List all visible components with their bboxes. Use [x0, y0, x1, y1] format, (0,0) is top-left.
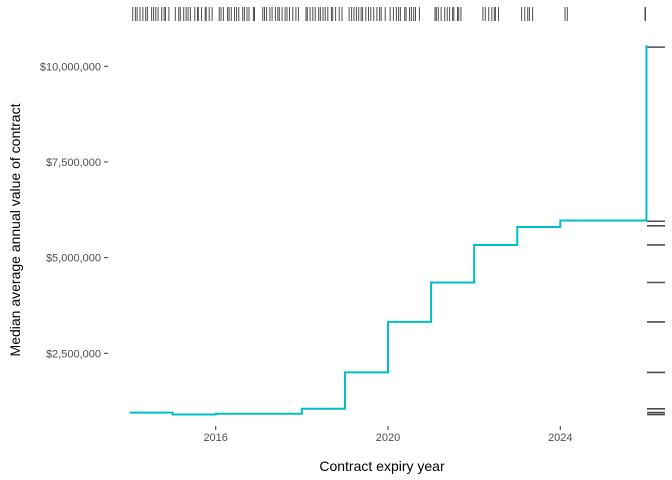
x-tick-label: 2016: [203, 432, 227, 444]
y-tick-label: $2,500,000: [46, 348, 101, 360]
x-axis-title: Contract expiry year: [319, 458, 445, 474]
x-axis: 2016 2020 2024: [203, 426, 573, 444]
series-layer: [129, 45, 648, 416]
y-axis: $2,500,000 $5,000,000 $7,500,000 $10,000,00…: [40, 61, 108, 360]
series-step-line: [129, 45, 648, 416]
y-axis-title: Median average annual value of contract: [7, 103, 23, 356]
top-rug: [132, 7, 646, 21]
x-tick-label: 2020: [376, 432, 400, 444]
x-tick-label: 2024: [548, 432, 572, 444]
y-tick-label: $10,000,000: [40, 61, 101, 73]
right-rug: [647, 46, 665, 416]
y-tick-label: $7,500,000: [46, 157, 101, 169]
y-tick-label: $5,000,000: [46, 253, 101, 265]
